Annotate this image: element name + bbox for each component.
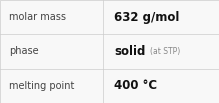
Text: solid: solid bbox=[114, 45, 145, 58]
Text: melting point: melting point bbox=[9, 81, 74, 91]
Text: 400 °C: 400 °C bbox=[114, 79, 157, 92]
Text: molar mass: molar mass bbox=[9, 12, 66, 22]
Text: phase: phase bbox=[9, 46, 38, 57]
Text: 632 g/mol: 632 g/mol bbox=[114, 11, 179, 24]
Text: (at STP): (at STP) bbox=[150, 47, 180, 56]
